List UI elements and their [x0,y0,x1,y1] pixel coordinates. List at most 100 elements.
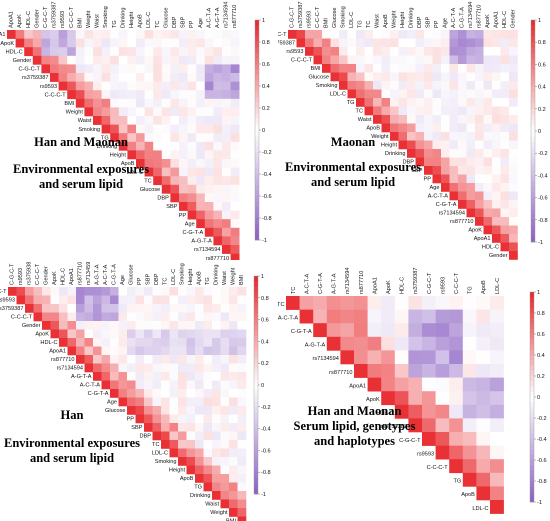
heatmap-cell [153,124,163,134]
heatmap-cell [509,30,518,39]
heatmap-cell [67,287,77,296]
heatmap-cell [24,47,34,57]
heatmap-cell [110,304,119,313]
heatmap-cell [186,338,196,347]
heatmap-cell [59,321,68,330]
colorbar-tick-label: -0.6 [261,448,271,454]
heatmap-cell [422,336,436,351]
heatmap-cell [367,350,382,365]
heatmap-cell [449,89,459,99]
heatmap-cell [432,47,442,56]
heatmap-cell [407,38,416,48]
heatmap-cell [500,166,510,175]
caption-line: Environmental exposures [3,436,140,450]
heatmap-cell [178,312,187,322]
colorbar-segment [530,334,534,340]
heatmap-cell [398,140,408,150]
heatmap-cell [441,174,450,184]
heatmap-cell [169,440,179,449]
column-label: C-C-C-T [454,272,460,294]
heatmap-cell [441,106,450,116]
heatmap-cell [144,338,153,347]
heatmap-cell [93,73,102,82]
heatmap-cell [476,391,491,406]
heatmap-cell [449,350,464,365]
heatmap-cell [490,364,504,378]
column-label: Drinking [214,264,220,285]
heatmap-cell [33,312,43,322]
heatmap-cell [204,141,214,151]
heatmap-cell [118,338,128,347]
heatmap-cell [118,346,128,356]
heatmap-cell [204,193,214,203]
heatmap-cell [509,106,518,116]
heatmap-cell [84,30,94,39]
heatmap-cell [153,133,163,143]
heatmap-cell [186,406,196,415]
heatmap-cell [492,149,501,158]
column-label: Waist [95,14,101,28]
heatmap-cell [390,55,399,65]
heatmap-cell [187,64,197,74]
heatmap-cell [179,90,188,100]
column-label: HDL-C [502,11,508,28]
colorbar-segment [530,386,534,393]
heatmap-cell [170,55,180,65]
row-label: DBP [402,160,414,166]
heatmap-cell [475,174,484,184]
heatmap-cell [390,89,399,99]
heatmap-cell [84,64,94,74]
heatmap-cell [203,423,213,432]
colorbar-tick-label: 0.4 [261,339,269,345]
heatmap-cell [466,55,476,65]
colorbar-segment [255,102,259,109]
heatmap-cell [161,380,170,390]
heatmap-cell [179,176,188,186]
heatmap-cell [381,64,391,73]
colorbar-segment [254,483,258,489]
heatmap-cell [170,73,180,82]
heatmap-cell [449,364,464,378]
heatmap-cell [25,304,34,313]
heatmap-cell [161,295,170,305]
heatmap-cell [462,377,477,392]
column-label: rs7134594 [468,2,474,28]
heatmap-cell [110,73,120,82]
colorbar-segment [255,86,259,92]
heatmap-cell [110,389,119,398]
heatmap-cell [483,191,493,201]
heatmap-cell [483,217,493,226]
heatmap-cell [152,380,162,390]
heatmap-cell [144,312,153,322]
column-label: rs9593 [307,11,313,28]
heatmap-cell [84,363,94,373]
heatmap-cell [118,107,128,117]
heatmap-cell [492,225,501,235]
heatmap-cell [435,432,450,446]
heatmap-cell [407,123,416,133]
colorbar-segment [255,64,259,70]
heatmap-cell [422,432,436,446]
colorbar-segment [530,365,534,372]
heatmap-cell [118,90,128,100]
heatmap-cell [509,98,518,107]
heatmap-cell [449,404,464,419]
heatmap-cell [153,73,163,82]
heatmap-cell [41,64,51,74]
heatmap-cell [203,465,213,475]
heatmap-cell [229,304,238,313]
heatmap-cell [127,141,137,151]
colorbar-segment [255,196,259,202]
row-label: C-C-C-T [45,92,67,98]
heatmap-cell [483,30,493,39]
colorbar: 10.80.60.40.20-0.2-0.4-0.6-0.8-1 [254,18,272,244]
heatmap-cell [364,64,374,73]
heatmap-cell [441,81,450,90]
heatmap-cell [178,304,187,313]
heatmap-cell [220,474,230,483]
heatmap-cell [390,123,399,133]
colorbar-segment [531,158,535,165]
heatmap-cell [161,338,170,347]
heatmap-cell [152,295,162,305]
heatmap-cell [462,404,477,419]
